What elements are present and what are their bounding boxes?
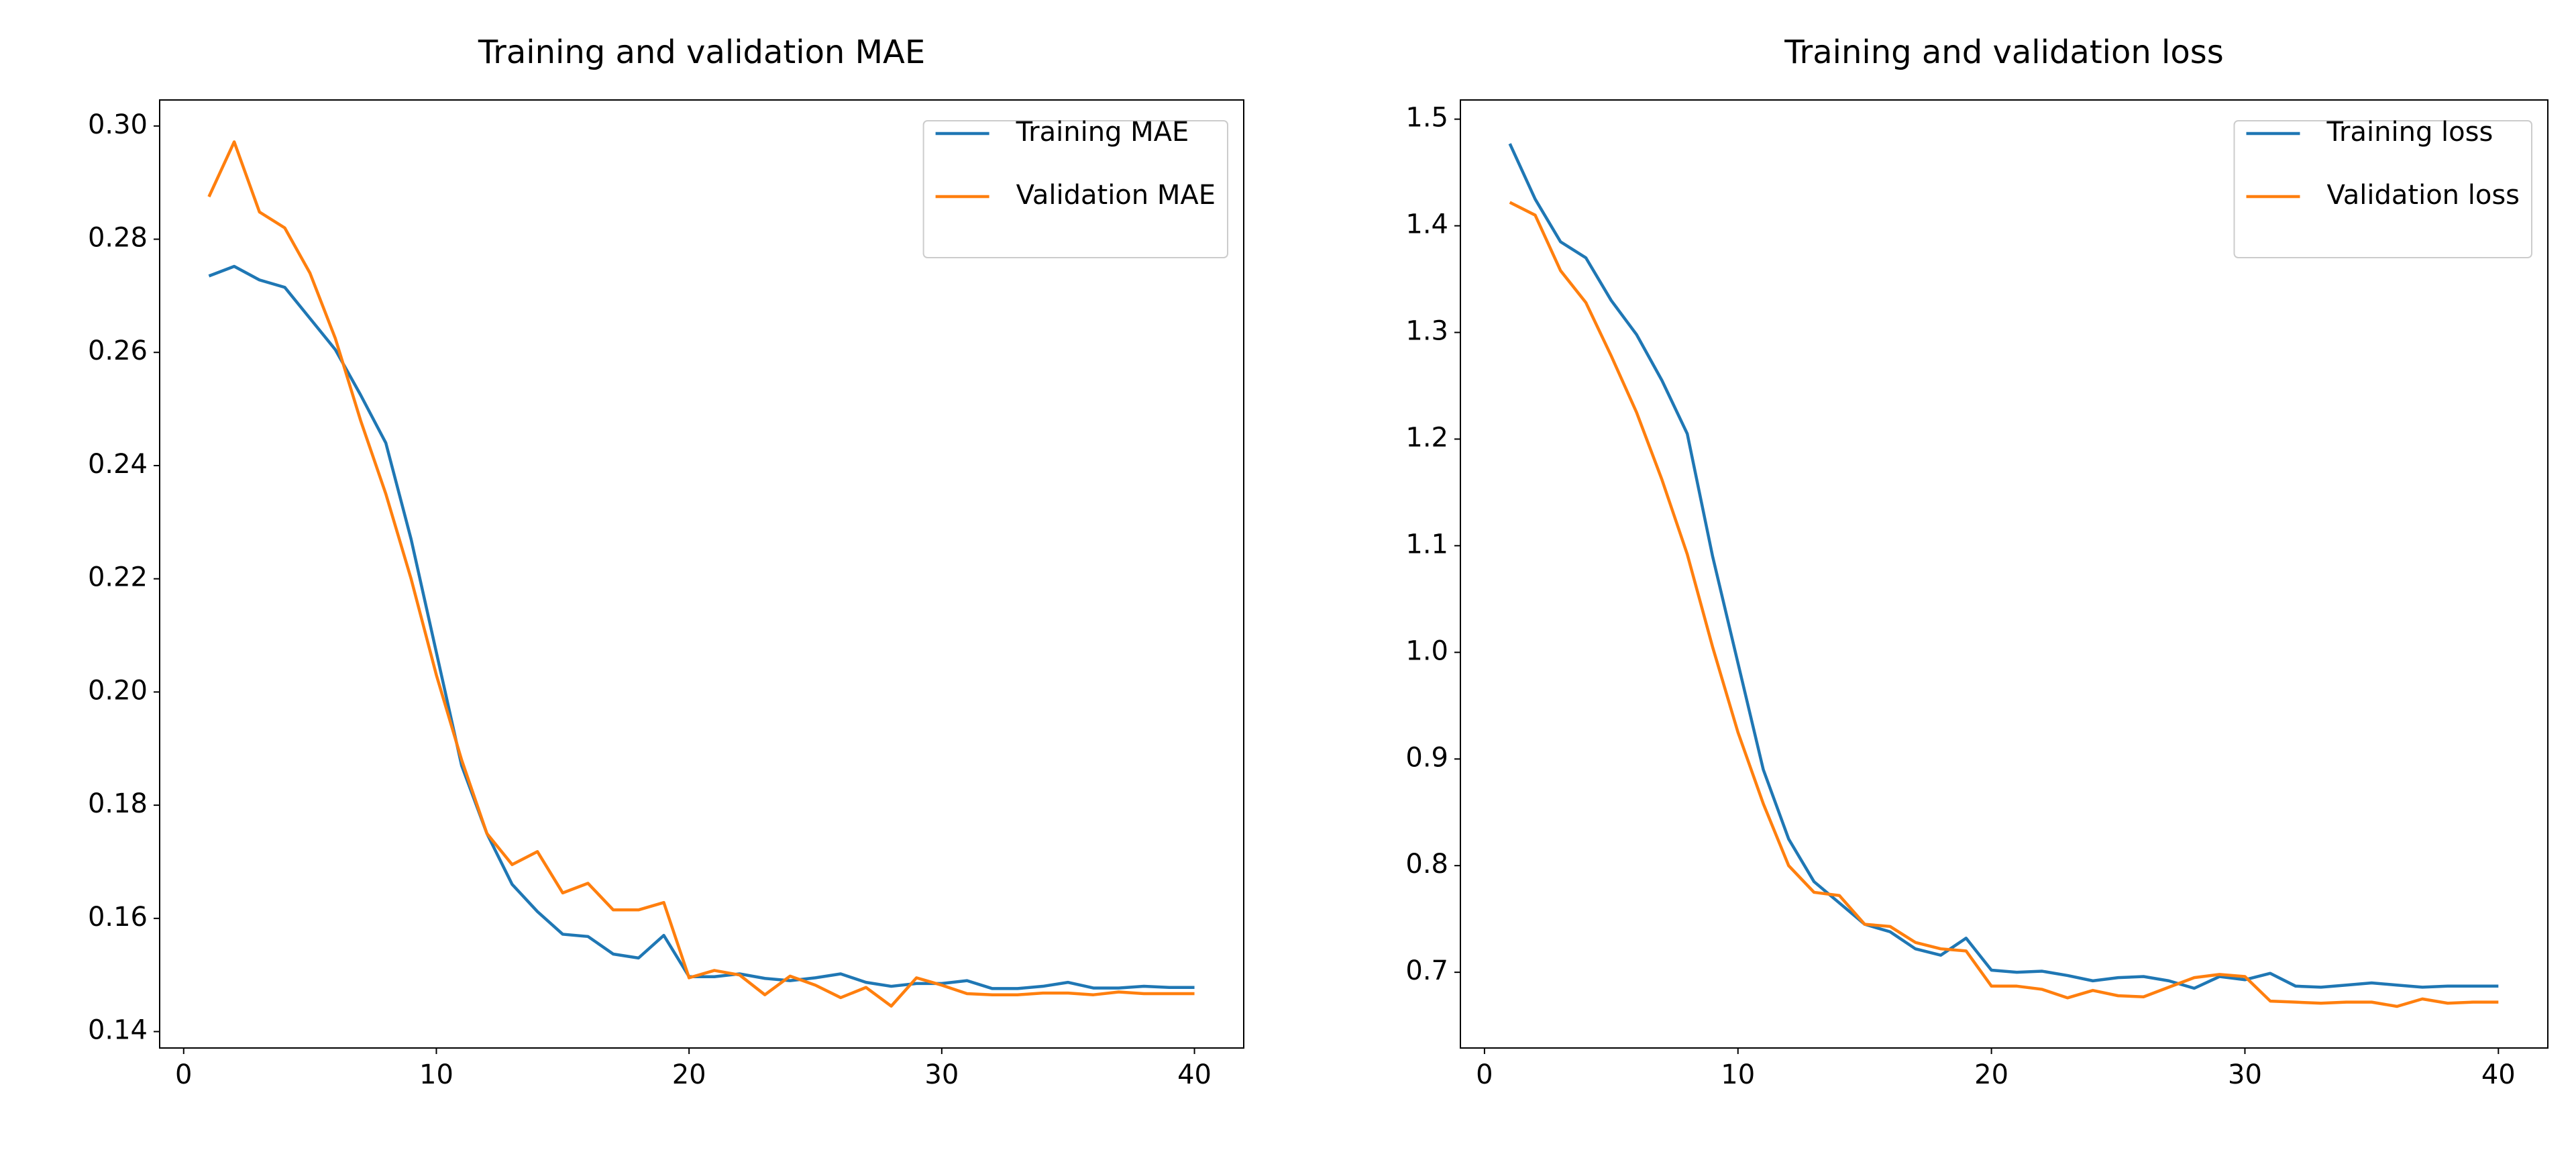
y-tick-label: 0.7: [1405, 955, 1448, 986]
y-tick-label: 0.18: [88, 788, 148, 819]
y-tick-label: 1.2: [1405, 422, 1448, 453]
y-tick-label: 1.4: [1405, 209, 1448, 240]
x-tick-label: 30: [924, 1059, 959, 1090]
line-series: [207, 140, 1195, 1008]
chart-title: Training and validation MAE: [478, 34, 925, 71]
line-series: [208, 264, 1195, 990]
y-tick-label: 0.26: [88, 335, 148, 366]
plot-frame: [159, 99, 1244, 1049]
y-tick-label: 1.5: [1405, 103, 1448, 134]
chart: Training and validation MAE 0.14 0.16 0.18 0…: [88, 34, 1244, 1090]
legend: Training MAE Validation MAE: [922, 117, 1228, 258]
chart: Training and validation loss 0.7 0.8 0.9 1.0…: [1405, 34, 2548, 1090]
legend-label: Training MAE: [1016, 117, 1189, 148]
legend: Training loss Validation loss: [2233, 117, 2532, 258]
line-series: [1508, 143, 2499, 990]
y-tick-label: 0.20: [88, 675, 148, 706]
plot-frame: [1460, 99, 2548, 1049]
x-tick-label: 40: [1177, 1059, 1212, 1090]
x-tick-label: 10: [1721, 1059, 1755, 1090]
legend-frame: [922, 120, 1228, 258]
y-tick-label: 0.28: [88, 223, 148, 254]
x-tick-label: 20: [672, 1059, 706, 1090]
x-tick-label: 10: [419, 1059, 453, 1090]
legend-frame: [2233, 120, 2532, 258]
y-tick-label: 0.24: [88, 449, 148, 480]
y-tick-label: 0.9: [1405, 742, 1448, 773]
legend-label: Validation loss: [2327, 180, 2520, 211]
x-tick-label: 30: [2228, 1059, 2262, 1090]
y-tick-label: 0.22: [88, 562, 148, 593]
x-tick-label: 20: [1974, 1059, 2008, 1090]
y-tick-label: 0.30: [88, 109, 148, 140]
x-tick-label: 40: [2481, 1059, 2516, 1090]
y-tick-label: 1.0: [1405, 635, 1448, 666]
x-tick-label: 0: [1476, 1059, 1493, 1090]
y-tick-label: 0.8: [1405, 849, 1448, 880]
chart-title: Training and validation loss: [1784, 34, 2224, 71]
legend-label: Training loss: [2326, 117, 2493, 148]
y-tick-label: 1.3: [1405, 315, 1448, 346]
line-series: [1509, 201, 2499, 1008]
y-tick-label: 0.16: [88, 902, 148, 933]
y-tick-label: 1.1: [1405, 529, 1448, 560]
x-tick-label: 0: [175, 1059, 192, 1090]
legend-label: Validation MAE: [1016, 180, 1216, 211]
y-tick-label: 0.14: [88, 1015, 148, 1046]
